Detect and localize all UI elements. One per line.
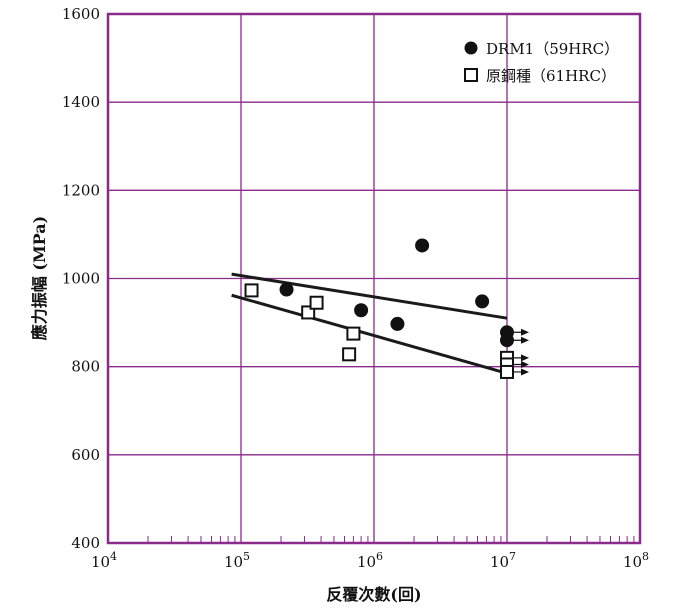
legend: DRM1（59HRC） 原鋼種（61HRC） xyxy=(464,40,619,85)
x-axis-title: 反覆次數(回) xyxy=(326,585,421,604)
fit-line xyxy=(231,272,508,320)
legend-marker-original-steel xyxy=(464,68,478,82)
data-point-drm1 xyxy=(500,333,514,348)
plot-frame xyxy=(106,12,642,545)
x-tick-label: 104 xyxy=(91,550,117,571)
data-point-drm1 xyxy=(415,238,430,253)
x-tick-label: 108 xyxy=(623,550,649,571)
y-tick-label: 600 xyxy=(71,446,100,464)
data-point-drm1 xyxy=(475,294,490,309)
data-point-original-steel xyxy=(309,295,324,310)
runout-arrow-head xyxy=(521,360,529,368)
data-point-original-steel xyxy=(346,326,361,341)
data-point-original-steel xyxy=(342,347,357,362)
runout-arrow-head xyxy=(521,368,529,376)
y-tick-label: 800 xyxy=(71,358,100,376)
data-point-drm1 xyxy=(354,303,369,318)
legend-label-drm1: DRM1（59HRC） xyxy=(486,40,619,58)
y-tick-label: 1400 xyxy=(62,93,100,111)
x-tick-label: 107 xyxy=(490,550,516,571)
y-tick-label: 1200 xyxy=(62,181,100,199)
runout-arrow-head xyxy=(521,328,529,336)
y-tick-label: 1000 xyxy=(62,270,100,288)
y-axis-title: 應力振幅 (MPa) xyxy=(30,216,49,340)
data-point-original-steel xyxy=(500,364,514,379)
grid-lines xyxy=(108,14,640,543)
runout-arrow-head xyxy=(521,354,529,362)
x-tick-label: 106 xyxy=(357,550,383,571)
y-tick-labels: 400 600 800 1000 1200 1400 1600 xyxy=(62,5,100,552)
data-point-drm1 xyxy=(390,316,405,331)
runout-arrow-head xyxy=(521,336,529,344)
legend-label-original-steel: 原鋼種（61HRC） xyxy=(486,67,616,85)
data-point-original-steel xyxy=(244,283,259,298)
y-tick-label: 400 xyxy=(71,534,100,552)
fit-lines xyxy=(231,272,508,375)
data-points xyxy=(244,238,514,379)
fit-line xyxy=(231,293,508,375)
x-tick-labels: 104 105 106 107 108 xyxy=(91,550,649,571)
y-tick-label: 1600 xyxy=(62,5,100,23)
legend-marker-drm1 xyxy=(464,41,478,55)
data-point-drm1 xyxy=(279,282,294,297)
x-tick-label: 105 xyxy=(224,550,250,571)
